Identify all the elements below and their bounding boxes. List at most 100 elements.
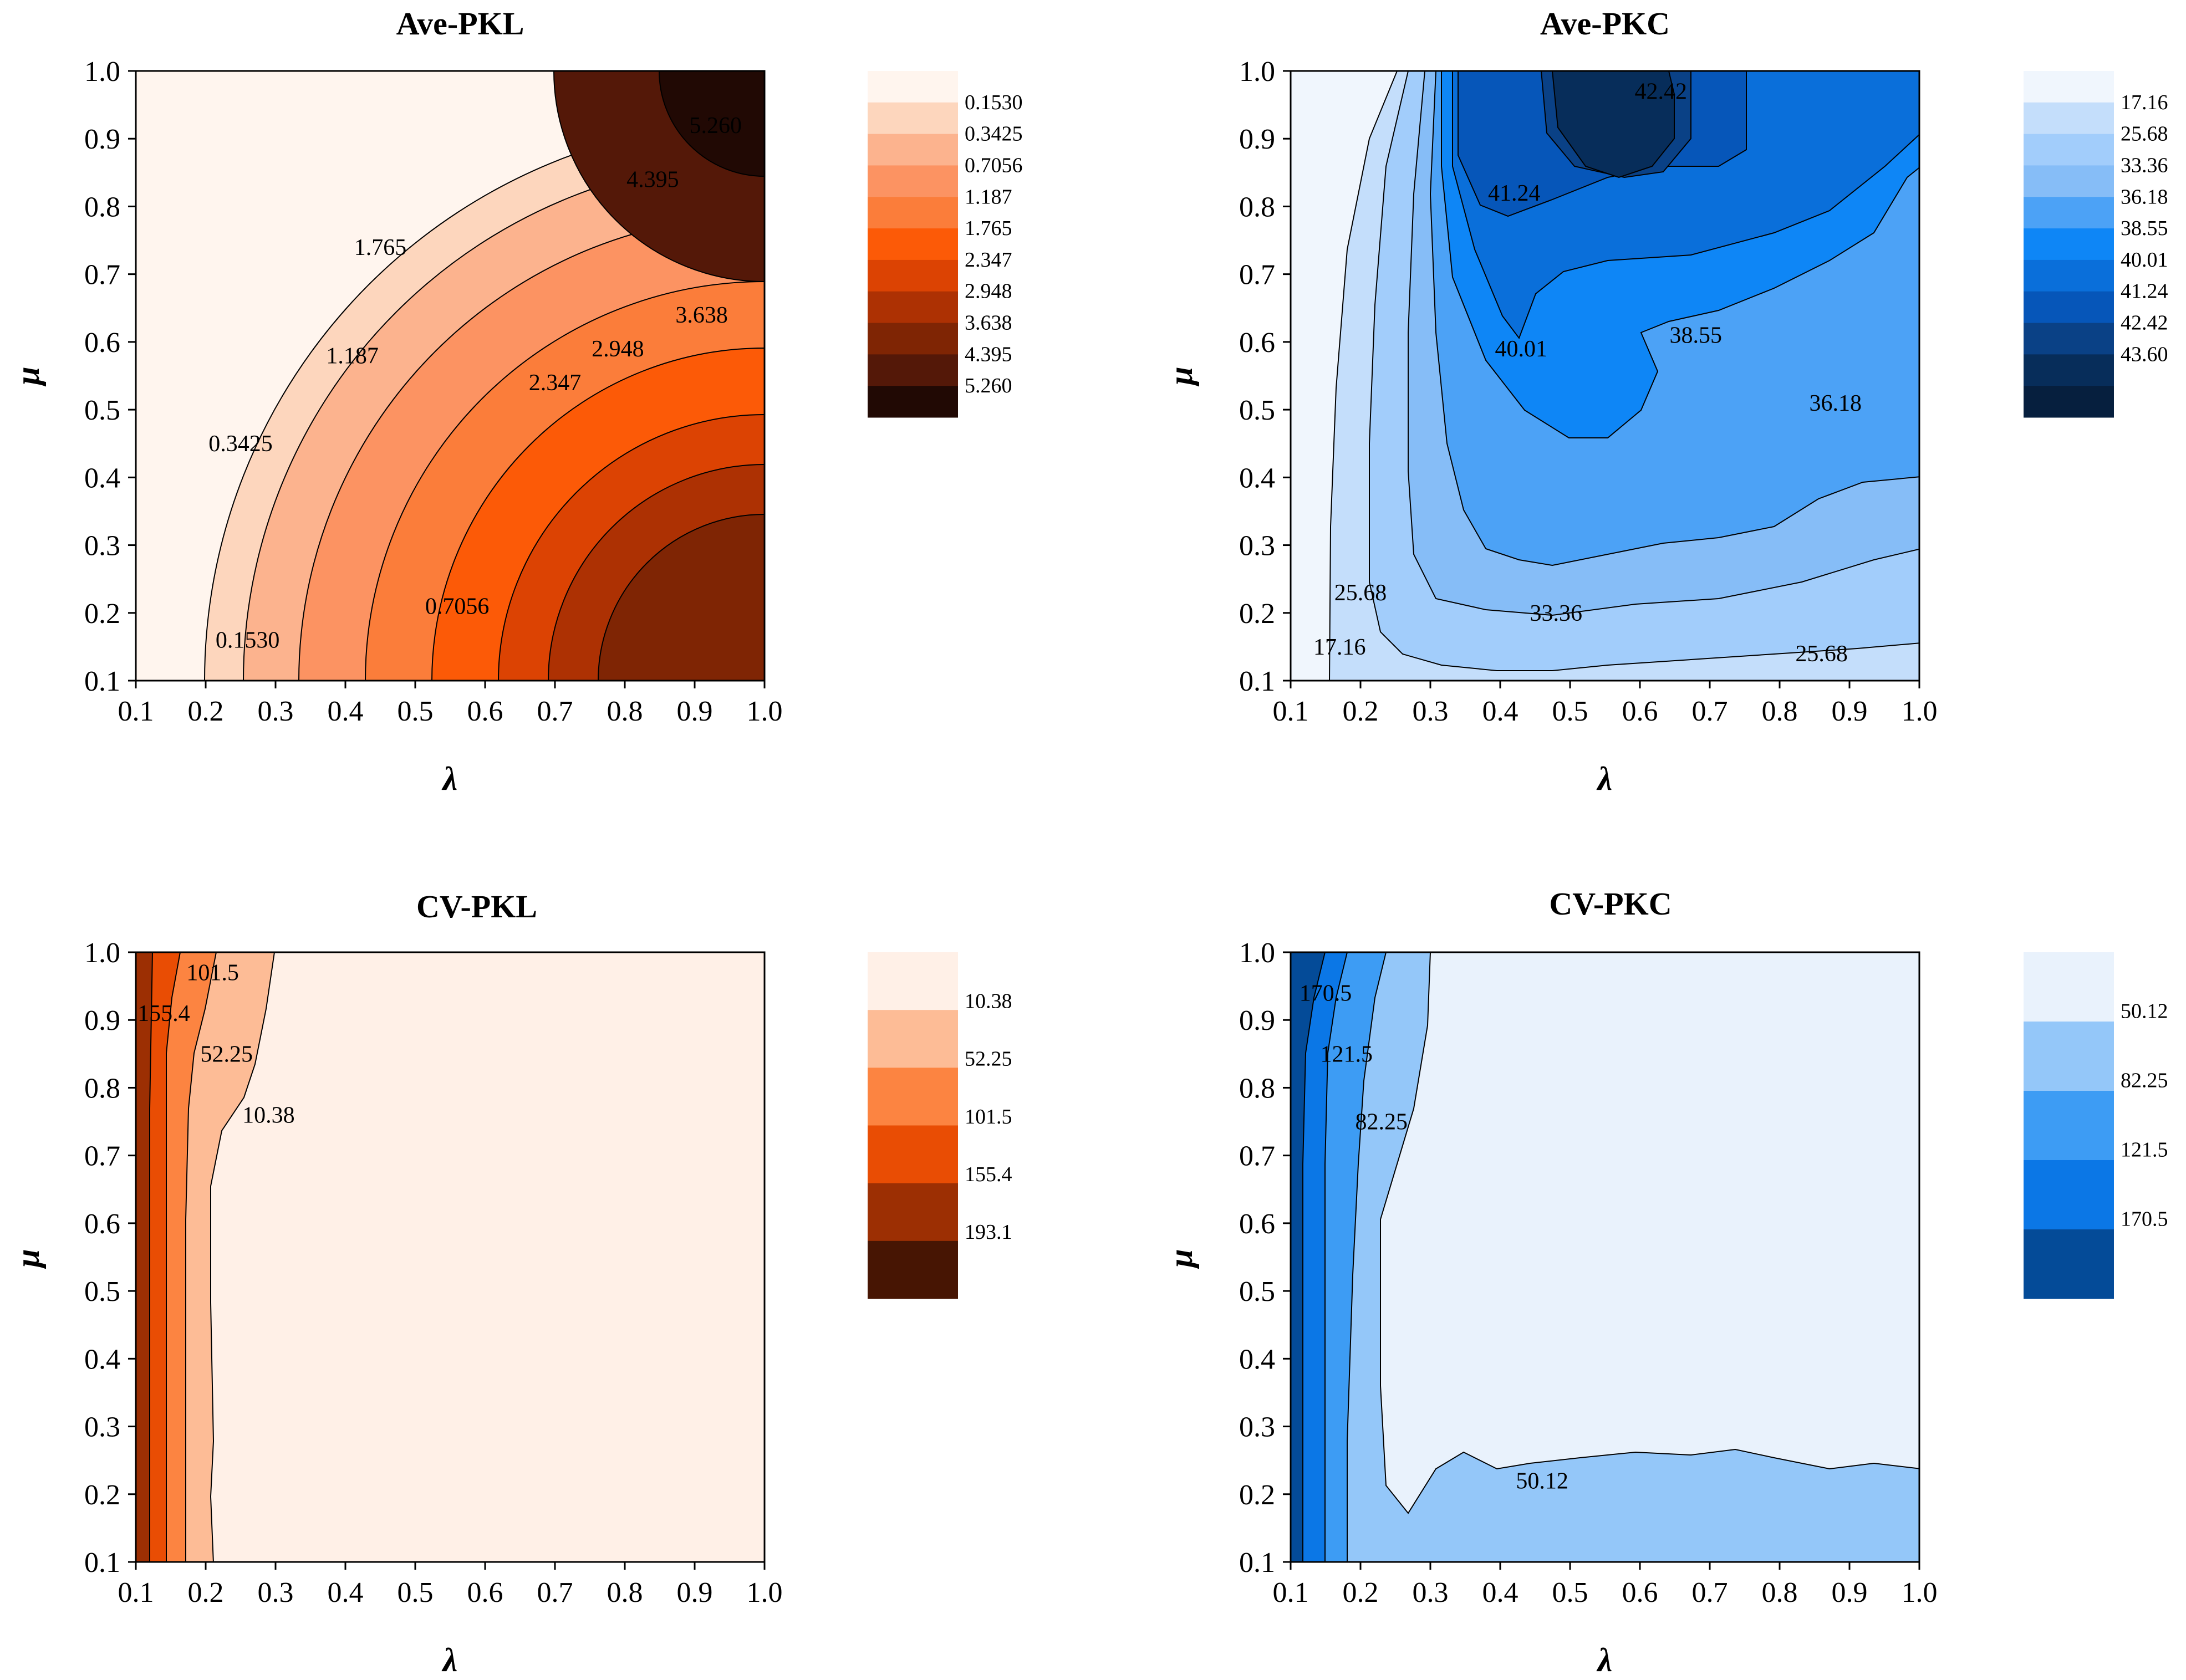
contour-label: 25.68 bbox=[1334, 580, 1387, 606]
x-tick-label: 0.8 bbox=[607, 1577, 643, 1608]
x-tick-label: 0.2 bbox=[1343, 696, 1379, 727]
colorbar-swatch bbox=[868, 291, 958, 324]
colorbar-swatch bbox=[868, 1010, 958, 1068]
x-tick-label: 0.9 bbox=[1832, 1577, 1868, 1608]
x-tick-label: 0.4 bbox=[1482, 696, 1519, 727]
contour-fill bbox=[1291, 71, 1919, 681]
colorbar-swatch bbox=[868, 197, 958, 229]
colorbar-swatch bbox=[2024, 386, 2114, 418]
colorbar-swatch bbox=[868, 134, 958, 166]
y-tick-label: 0.4 bbox=[1239, 1344, 1275, 1375]
colorbar-label: 25.68 bbox=[2121, 122, 2168, 146]
y-tick-label: 0.8 bbox=[84, 191, 120, 223]
contour-band-8 bbox=[598, 514, 765, 681]
contour-band-9 bbox=[1551, 71, 1675, 178]
y-tick-label: 0.9 bbox=[1239, 124, 1275, 155]
colorbar-swatch bbox=[868, 165, 958, 197]
contour-label: 170.5 bbox=[1300, 981, 1352, 1006]
x-tick-label: 0.2 bbox=[1343, 1577, 1379, 1608]
contour-label: 40.01 bbox=[1495, 336, 1548, 362]
colorbar-swatch bbox=[2024, 1091, 2114, 1161]
colorbar-label: 0.7056 bbox=[965, 154, 1023, 177]
y-tick-label: 0.7 bbox=[84, 259, 120, 291]
y-tick-label: 0.5 bbox=[84, 1276, 120, 1308]
x-tick-label: 0.7 bbox=[1692, 696, 1728, 727]
colorbar-swatch bbox=[2024, 165, 2114, 197]
colorbar-label: 38.55 bbox=[2121, 217, 2168, 240]
contour-label: 41.24 bbox=[1488, 181, 1541, 206]
y-tick-label: 0.6 bbox=[84, 327, 120, 359]
contour-label: 0.7056 bbox=[425, 594, 490, 620]
colorbar-swatch bbox=[868, 259, 958, 292]
colorbar-label: 0.1530 bbox=[965, 91, 1023, 114]
y-tick-label: 0.6 bbox=[1239, 1208, 1275, 1240]
colorbar-label: 101.5 bbox=[965, 1105, 1012, 1128]
x-tick-label: 0.7 bbox=[537, 1577, 573, 1608]
colorbar-swatch bbox=[868, 354, 958, 386]
colorbar-swatch bbox=[2024, 1160, 2114, 1230]
x-tick-label: 0.2 bbox=[188, 696, 224, 727]
x-tick-label: 0.1 bbox=[118, 696, 154, 727]
panel-cv-pkl: CV-PKL 101.5 155.4 52.25 10.38 0.1 0.2 0.3 0.4… bbox=[9, 888, 1012, 1678]
colorbar-swatch bbox=[868, 1068, 958, 1126]
x-tick-label: 0.9 bbox=[677, 1577, 713, 1608]
colorbar-swatch bbox=[2024, 291, 2114, 324]
colorbar-swatch bbox=[2024, 1022, 2114, 1091]
y-tick-label: 0.3 bbox=[84, 1412, 120, 1443]
chart-title: CV-PKL bbox=[416, 888, 537, 925]
y-tick-label: 0.6 bbox=[84, 1208, 120, 1240]
colorbar-swatch bbox=[2024, 952, 2114, 1022]
colorbar-swatch bbox=[2024, 228, 2114, 261]
x-tick-label: 0.5 bbox=[398, 1577, 434, 1608]
x-tick-label: 1.0 bbox=[1902, 696, 1938, 727]
colorbar-label: 3.638 bbox=[965, 312, 1012, 335]
contour-band-4 bbox=[136, 952, 154, 1562]
x-tick-label: 0.3 bbox=[1413, 696, 1449, 727]
colorbar-swatch bbox=[868, 1183, 958, 1242]
x-tick-label: 0.4 bbox=[328, 696, 364, 727]
y-tick-label: 0.9 bbox=[84, 1005, 120, 1036]
colorbar-label: 10.38 bbox=[965, 990, 1012, 1013]
contour-label: 5.260 bbox=[690, 113, 742, 139]
colorbar-label: 50.12 bbox=[2121, 999, 2168, 1023]
colorbar-label: 36.18 bbox=[2121, 185, 2168, 208]
contour-label: 2.347 bbox=[529, 370, 582, 396]
x-tick-label: 0.6 bbox=[467, 1577, 503, 1608]
y-tick-label: 0.2 bbox=[84, 1479, 120, 1511]
x-tick-label: 1.0 bbox=[747, 696, 783, 727]
y-tick-label: 0.4 bbox=[1239, 462, 1275, 494]
colorbar-label: 43.60 bbox=[2121, 343, 2168, 366]
x-tick-label: 0.2 bbox=[188, 1577, 224, 1608]
x-tick-label: 0.3 bbox=[1413, 1577, 1449, 1608]
x-tick-label: 0.6 bbox=[467, 696, 503, 727]
x-tick-label: 0.5 bbox=[398, 696, 434, 727]
y-axis-label: μ bbox=[1163, 366, 1199, 386]
chart-title: Ave-PKL bbox=[396, 6, 524, 42]
colorbar-label: 1.187 bbox=[965, 185, 1012, 208]
x-axis-label: λ bbox=[441, 1642, 458, 1678]
colorbar-swatch bbox=[868, 71, 958, 103]
colorbar-label: 17.16 bbox=[2121, 91, 2168, 114]
contour-label: 155.4 bbox=[137, 1001, 190, 1027]
x-tick-label: 0.3 bbox=[258, 1577, 294, 1608]
y-tick-label: 0.6 bbox=[1239, 327, 1275, 359]
colorbar-label: 170.5 bbox=[2121, 1207, 2168, 1230]
contour-label: 33.36 bbox=[1530, 601, 1583, 626]
colorbar-label: 0.3425 bbox=[965, 122, 1023, 146]
x-tick-label: 0.8 bbox=[1762, 1577, 1798, 1608]
contour-label: 17.16 bbox=[1313, 635, 1366, 660]
colorbar-swatch bbox=[868, 102, 958, 135]
x-tick-label: 0.3 bbox=[258, 696, 294, 727]
x-tick-label: 0.8 bbox=[1762, 696, 1798, 727]
colorbar-label: 2.948 bbox=[965, 280, 1012, 303]
colorbar-swatch bbox=[868, 386, 958, 418]
y-tick-label: 1.0 bbox=[1239, 56, 1275, 88]
colorbar-label: 155.4 bbox=[965, 1163, 1012, 1186]
plot-frame bbox=[1290, 951, 1920, 1563]
contour-label: 121.5 bbox=[1321, 1041, 1373, 1067]
y-tick-label: 0.8 bbox=[84, 1073, 120, 1104]
x-tick-label: 0.4 bbox=[1482, 1577, 1519, 1608]
contour-fill bbox=[136, 952, 765, 1562]
contour-label: 0.3425 bbox=[208, 431, 273, 457]
x-tick-label: 0.5 bbox=[1552, 1577, 1588, 1608]
